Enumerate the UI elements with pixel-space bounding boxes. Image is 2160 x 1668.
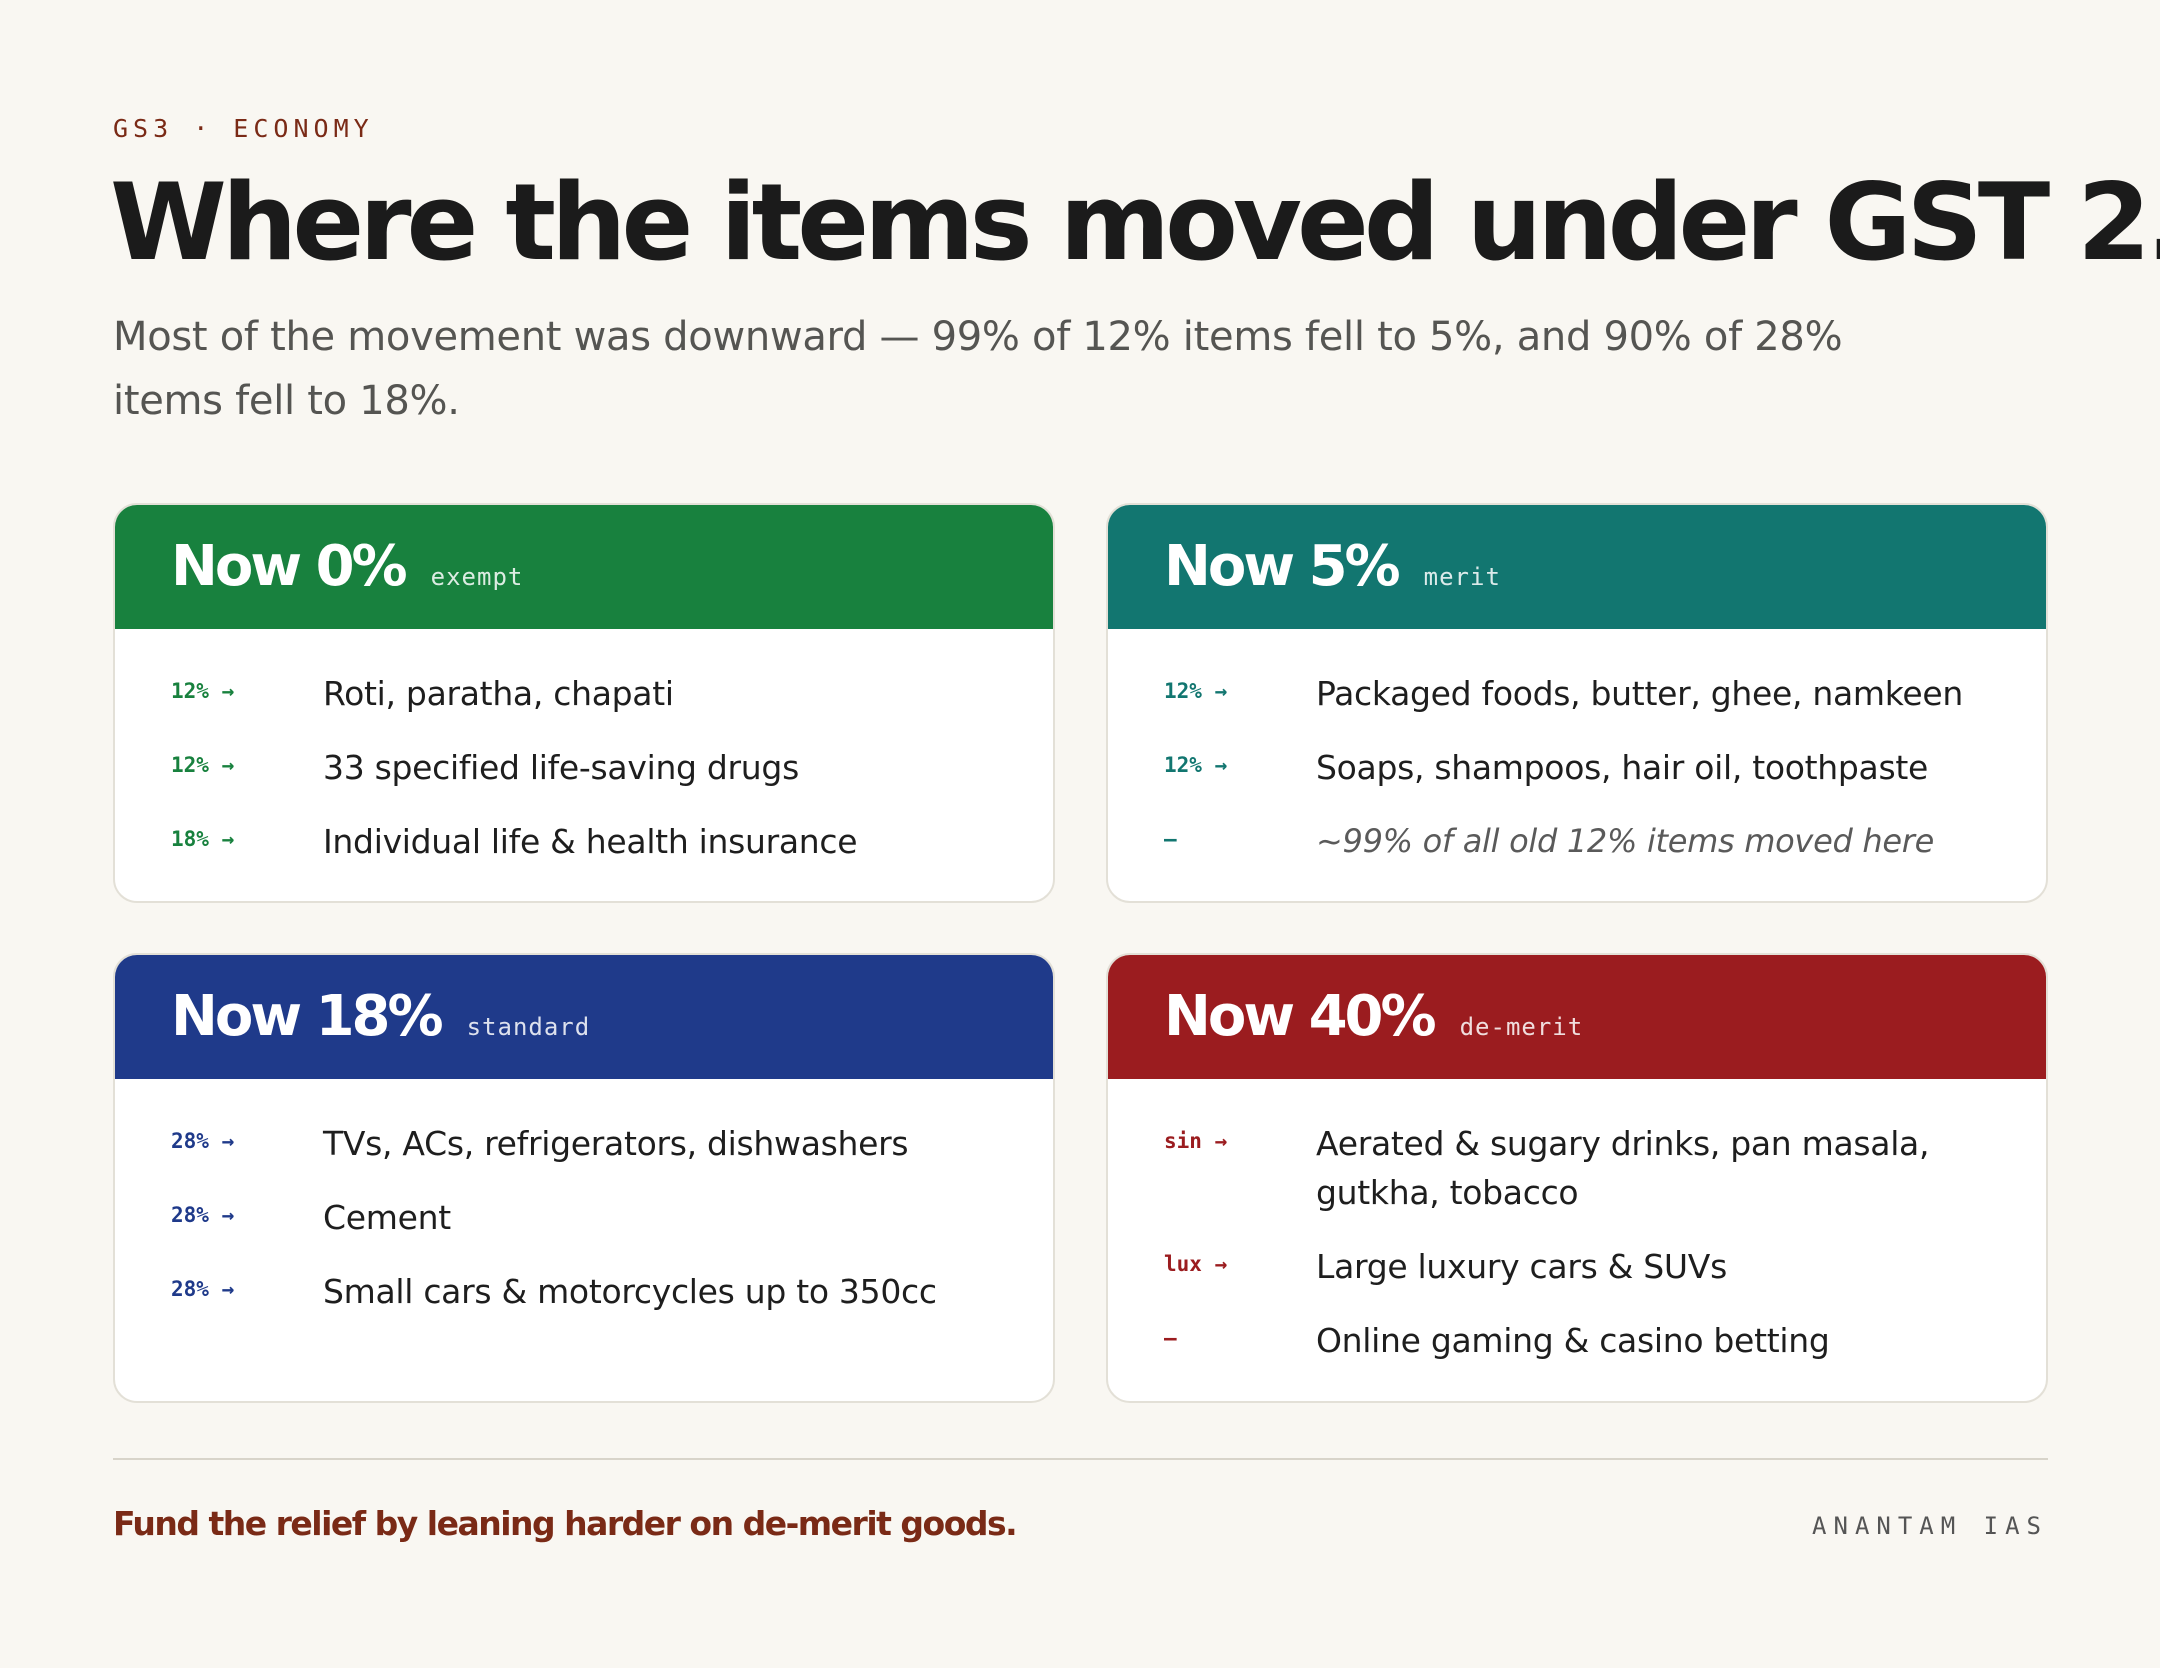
old-rate-tag: 18% → <box>171 827 235 851</box>
brand-name: ANANTAM IAS <box>1812 1512 2048 1540</box>
page: GS3 · ECONOMY Where the items moved unde… <box>110 0 2160 1668</box>
card-title: Now 5% <box>1164 534 1401 599</box>
list-item: 12% → Roti, paratha, chapati <box>171 669 997 718</box>
card-header: Now 18% standard <box>115 955 1053 1079</box>
item-text: TVs, ACs, refrigerators, dishwashers <box>323 1124 909 1163</box>
list-item: 28% → Small cars & motorcycles up to 350… <box>171 1267 997 1316</box>
list-item: – Online gaming & casino betting <box>1164 1316 1990 1365</box>
old-rate-tag: 12% → <box>171 679 235 703</box>
item-text: Aerated & sugary drinks, pan masala, gut… <box>1316 1124 1930 1212</box>
section-eyebrow: GS3 · ECONOMY <box>113 114 374 143</box>
card-title: Now 0% <box>171 534 408 599</box>
old-rate-tag: 12% → <box>1164 679 1228 703</box>
page-title: Where the items moved under GST 2.0 <box>110 161 2160 284</box>
footer-divider <box>113 1458 2048 1460</box>
old-rate-tag: 28% → <box>171 1129 235 1153</box>
card-title: Now 18% <box>171 984 444 1049</box>
list-item: 12% → Soaps, shampoos, hair oil, toothpa… <box>1164 743 1990 792</box>
item-text: Soaps, shampoos, hair oil, toothpaste <box>1316 748 1929 787</box>
item-text: 33 specified life-saving drugs <box>323 748 799 787</box>
card-rows: 12% → Roti, paratha, chapati 12% → 33 sp… <box>115 629 1053 866</box>
footer-note: Fund the relief by leaning harder on de-… <box>113 1504 1018 1543</box>
old-rate-tag: – <box>1164 827 1177 851</box>
card-rows: sin → Aerated & sugary drinks, pan masal… <box>1108 1079 2046 1365</box>
item-text: Packaged foods, butter, ghee, namkeen <box>1316 674 1964 713</box>
list-item: 12% → Packaged foods, butter, ghee, namk… <box>1164 669 1990 718</box>
card-tag: de-merit <box>1459 1013 1584 1041</box>
card-tag: exempt <box>430 563 524 591</box>
item-text: Small cars & motorcycles up to 350cc <box>323 1272 937 1311</box>
item-text: Online gaming & casino betting <box>1316 1321 1830 1360</box>
item-text: Roti, paratha, chapati <box>323 674 674 713</box>
list-item: 12% → 33 specified life-saving drugs <box>171 743 997 792</box>
old-rate-tag: 28% → <box>171 1277 235 1301</box>
old-rate-tag: 28% → <box>171 1203 235 1227</box>
card-now-40: Now 40% de-merit sin → Aerated & sugary … <box>1106 953 2048 1403</box>
page-subtitle: Most of the movement was downward — 99% … <box>113 314 1843 424</box>
card-header: Now 0% exempt <box>115 505 1053 629</box>
list-item: sin → Aerated & sugary drinks, pan masal… <box>1164 1119 1990 1217</box>
old-rate-tag: 12% → <box>1164 753 1228 777</box>
card-now-0: Now 0% exempt 12% → Roti, paratha, chapa… <box>113 503 1055 903</box>
item-text: Large luxury cars & SUVs <box>1316 1247 1727 1286</box>
list-item: – ~99% of all old 12% items moved here <box>1164 817 1990 866</box>
card-now-5: Now 5% merit 12% → Packaged foods, butte… <box>1106 503 2048 903</box>
card-header: Now 40% de-merit <box>1108 955 2046 1079</box>
item-text: Cement <box>323 1198 451 1237</box>
card-rows: 28% → TVs, ACs, refrigerators, dishwashe… <box>115 1079 1053 1316</box>
old-rate-tag: sin → <box>1164 1129 1228 1153</box>
list-item: 18% → Individual life & health insurance <box>171 817 997 866</box>
item-note: ~99% of all old 12% items moved here <box>1316 822 1934 860</box>
old-rate-tag: lux → <box>1164 1252 1228 1276</box>
list-item: 28% → TVs, ACs, refrigerators, dishwashe… <box>171 1119 997 1168</box>
card-tag: standard <box>466 1013 591 1041</box>
card-title: Now 40% <box>1164 984 1437 1049</box>
card-tag: merit <box>1423 563 1501 591</box>
old-rate-tag: – <box>1164 1326 1177 1350</box>
list-item: 28% → Cement <box>171 1193 997 1242</box>
list-item: lux → Large luxury cars & SUVs <box>1164 1242 1990 1291</box>
card-now-18: Now 18% standard 28% → TVs, ACs, refrige… <box>113 953 1055 1403</box>
old-rate-tag: 12% → <box>171 753 235 777</box>
card-rows: 12% → Packaged foods, butter, ghee, namk… <box>1108 629 2046 866</box>
item-text: Individual life & health insurance <box>323 822 858 861</box>
card-header: Now 5% merit <box>1108 505 2046 629</box>
